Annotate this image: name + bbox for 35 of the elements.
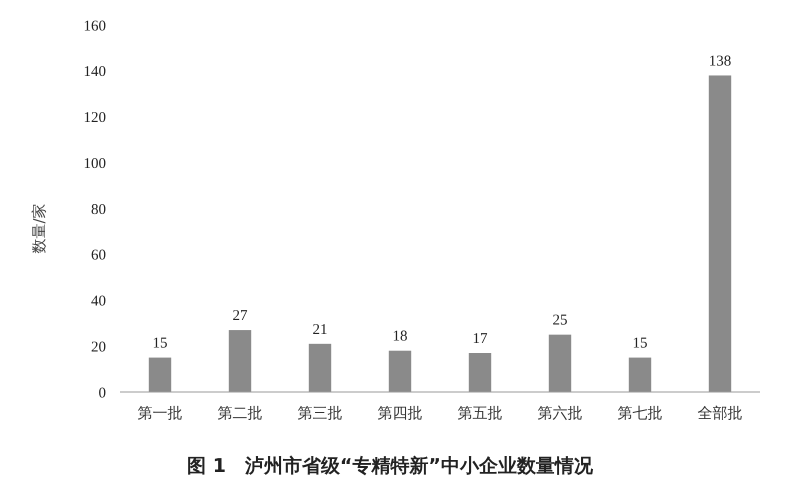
y-tick-label: 140 [84,64,106,80]
x-tick-label: 全部批 [698,404,742,422]
x-tick-label: 第二批 [218,404,262,422]
x-tick-label: 第一批 [138,404,182,422]
data-label: 21 [312,322,328,338]
bar [628,358,652,392]
y-tick-label: 80 [91,202,106,218]
y-tick-label: 60 [91,248,106,264]
text: 图 1 泸州市省级“专精特新”中小企业数量情况 [187,455,594,477]
data-label: 15 [152,336,168,352]
bar [388,350,412,392]
y-tick-label: 160 [84,18,106,34]
x-tick-label: 第七批 [618,404,662,422]
bar [468,353,492,392]
y-tick-label: 0 [98,385,106,402]
bar [148,358,172,392]
y-tick-label: 120 [84,110,106,126]
data-label: 138 [708,53,732,70]
data-label: 27 [232,308,248,324]
bar [548,334,572,392]
y-tick-label: 40 [91,294,106,310]
data-label: 17 [472,331,488,348]
bar [308,344,332,392]
data-label: 25 [552,312,568,329]
y-tick-label: 100 [84,156,106,172]
x-tick-label: 第四批 [378,404,422,422]
bar [708,75,732,392]
x-tick-label: 第六批 [538,404,582,422]
x-tick-label: 第五批 [458,404,502,422]
y-tick-label: 20 [91,339,106,356]
data-label: 15 [632,336,648,352]
x-tick-label: 第三批 [298,404,342,422]
bar [228,330,252,392]
data-label: 18 [392,328,408,345]
y-axis-title: 数量/家 [30,203,48,254]
